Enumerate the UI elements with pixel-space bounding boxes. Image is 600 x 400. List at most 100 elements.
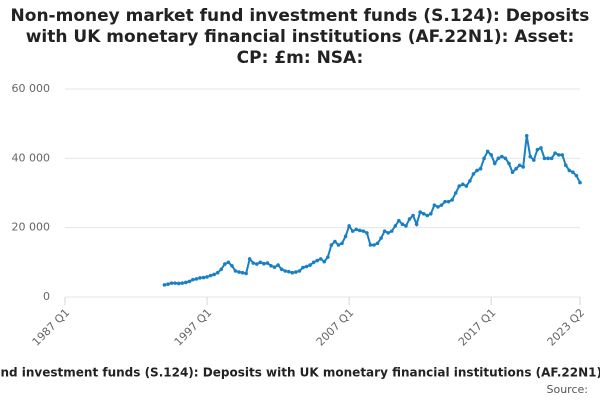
data-point — [496, 156, 501, 161]
data-point — [301, 265, 305, 270]
data-point — [326, 255, 330, 259]
y-tick-label: 40 000 — [12, 151, 51, 164]
data-point — [397, 218, 401, 223]
data-point — [400, 222, 405, 226]
data-point — [563, 163, 568, 168]
data-point — [546, 156, 550, 161]
caption: Non-money market fund investment funds (… — [0, 366, 600, 380]
data-point — [379, 236, 383, 240]
data-point — [223, 262, 227, 266]
data-point — [436, 205, 440, 209]
data-point — [315, 258, 319, 263]
data-point — [347, 224, 351, 228]
data-point — [549, 156, 554, 161]
data-point — [517, 163, 522, 168]
data-point — [191, 277, 195, 282]
x-tick-label: 2023 Q2 — [545, 306, 588, 349]
data-point — [208, 273, 213, 278]
data-point — [283, 269, 288, 273]
data-point — [308, 263, 312, 267]
data-point — [429, 212, 433, 216]
data-point — [414, 222, 419, 226]
x-tick-label: 1997 Q1 — [172, 306, 215, 349]
data-point — [205, 275, 209, 279]
data-point — [169, 281, 174, 285]
data-point — [329, 243, 334, 247]
y-tick-label: 0 — [43, 290, 50, 303]
data-point — [372, 243, 376, 247]
data-point — [254, 262, 259, 266]
y-tick-label: 20 000 — [12, 221, 51, 234]
data-point — [535, 147, 540, 152]
data-point — [265, 261, 270, 265]
data-point — [290, 270, 295, 275]
data-point — [468, 179, 472, 183]
data-point — [162, 283, 167, 287]
chart-title: Non-money market fund investment funds (… — [10, 6, 590, 68]
data-point — [276, 263, 280, 267]
data-point — [421, 212, 426, 216]
data-point — [357, 228, 362, 233]
data-point — [212, 272, 216, 277]
data-point — [404, 224, 408, 228]
data-point — [528, 154, 533, 159]
data-point — [453, 191, 458, 195]
data-point — [439, 203, 444, 207]
data-point — [482, 156, 486, 161]
data-point — [567, 168, 572, 173]
x-tick-label: 2017 Q1 — [456, 306, 499, 349]
data-point — [478, 166, 483, 171]
data-point — [262, 261, 266, 266]
data-point — [304, 264, 309, 269]
data-point — [389, 229, 394, 233]
data-point — [269, 264, 273, 268]
data-point — [286, 269, 291, 274]
data-point — [279, 267, 284, 272]
data-point — [336, 243, 341, 247]
data-point — [578, 180, 582, 185]
data-point — [574, 173, 579, 178]
data-point — [457, 184, 462, 188]
data-point — [240, 270, 245, 275]
data-point — [571, 170, 575, 174]
data-point — [297, 269, 302, 273]
data-point — [500, 154, 504, 159]
data-point — [237, 270, 241, 274]
data-point — [183, 280, 188, 285]
data-point — [503, 156, 508, 161]
data-point — [244, 271, 248, 276]
source: Source: — [547, 383, 589, 396]
data-point — [425, 213, 430, 218]
data-point — [524, 134, 529, 138]
data-point — [446, 199, 451, 204]
data-point — [510, 170, 515, 174]
data-point — [198, 276, 202, 280]
data-point — [386, 231, 391, 235]
data-point — [471, 172, 476, 176]
data-point — [350, 229, 355, 233]
data-point — [460, 182, 465, 187]
data-point — [553, 151, 557, 155]
data-point — [318, 257, 323, 261]
data-point — [464, 184, 469, 188]
data-point — [219, 267, 224, 272]
data-point — [166, 282, 170, 286]
data-point — [230, 264, 234, 268]
data-point — [311, 260, 316, 265]
data-point — [514, 166, 518, 171]
data-point — [521, 165, 525, 169]
data-point — [375, 241, 380, 246]
data-point — [294, 270, 298, 274]
data-point — [532, 158, 536, 162]
data-point — [393, 224, 398, 228]
data-point — [411, 213, 415, 218]
data-point — [485, 149, 490, 154]
data-point — [539, 146, 543, 150]
data-point — [492, 161, 497, 166]
data-point — [368, 243, 373, 247]
data-point — [233, 269, 238, 273]
data-point — [365, 231, 369, 235]
data-point — [443, 199, 447, 204]
